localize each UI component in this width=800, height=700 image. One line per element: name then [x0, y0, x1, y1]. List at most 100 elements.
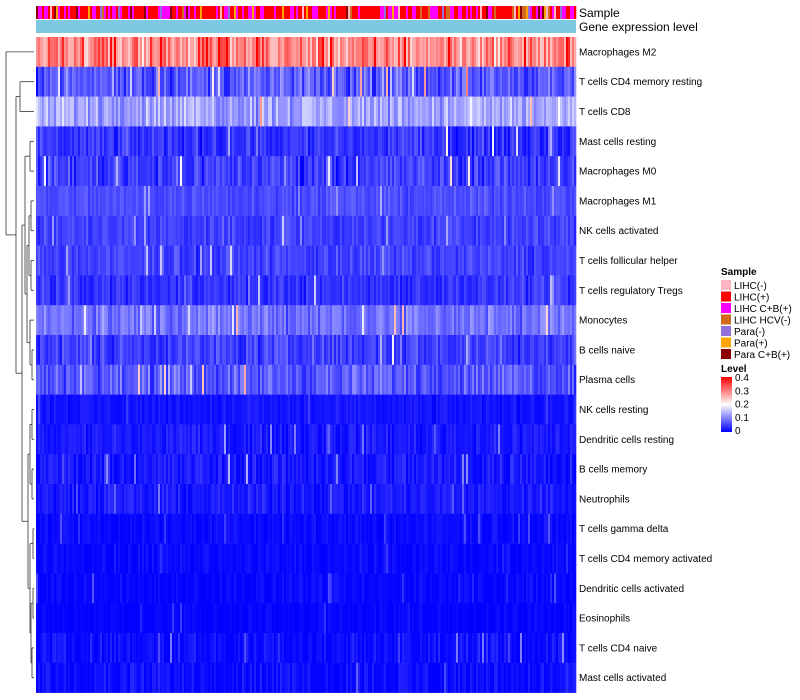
- heatmap-cell: [466, 424, 469, 455]
- heatmap-cell: [356, 454, 359, 485]
- heatmap-cell: [82, 215, 85, 246]
- heatmap-cell: [182, 394, 185, 425]
- heatmap-cell: [212, 156, 215, 187]
- heatmap-cell: [282, 454, 285, 485]
- heatmap-cell: [384, 335, 387, 366]
- heatmap-cell: [146, 275, 149, 306]
- heatmap-cell: [434, 186, 437, 217]
- heatmap-cell: [204, 37, 207, 68]
- heatmap-cell: [226, 335, 229, 366]
- heatmap-cell: [378, 335, 381, 366]
- heatmap-cell: [438, 484, 441, 515]
- heatmap-cell: [306, 513, 309, 544]
- heatmap-cell: [510, 126, 513, 157]
- heatmap-cell: [54, 37, 57, 68]
- heatmap-cell: [362, 245, 365, 276]
- heatmap-cell: [532, 156, 535, 187]
- heatmap-cell: [380, 186, 383, 217]
- heatmap-cell: [138, 245, 141, 276]
- heatmap-cell: [128, 484, 131, 515]
- heatmap-cell: [318, 424, 321, 455]
- heatmap-cell: [388, 245, 391, 276]
- sample-annotation-cell: [112, 6, 115, 19]
- heatmap-cell: [364, 454, 367, 485]
- heatmap-cell: [382, 156, 385, 187]
- heatmap-cell: [144, 305, 147, 336]
- heatmap-cell: [56, 66, 59, 97]
- heatmap-cell: [254, 394, 257, 425]
- heatmap-cell: [554, 245, 557, 276]
- heatmap-cell: [528, 186, 531, 217]
- heatmap-cell: [236, 37, 239, 68]
- heatmap-cell: [94, 96, 97, 127]
- heatmap-cell: [372, 245, 375, 276]
- heatmap-cell: [566, 513, 569, 544]
- heatmap-cell: [70, 96, 73, 127]
- heatmap-cell: [128, 364, 131, 395]
- heatmap-cell: [38, 364, 41, 395]
- heatmap-row: [36, 126, 577, 157]
- heatmap-cell: [140, 245, 143, 276]
- heatmap-cell: [444, 66, 447, 97]
- heatmap-cell: [266, 454, 269, 485]
- heatmap-cell: [336, 96, 339, 127]
- heatmap-cell: [298, 335, 301, 366]
- heatmap-cell: [368, 484, 371, 515]
- heatmap-cell: [110, 245, 113, 276]
- heatmap-cell: [138, 275, 141, 306]
- heatmap-cell: [390, 66, 393, 97]
- heatmap-cell: [114, 37, 117, 68]
- heatmap-cell: [188, 454, 191, 485]
- heatmap-cell: [370, 335, 373, 366]
- sample-annotation-cell: [518, 6, 521, 19]
- heatmap-cell: [476, 37, 479, 68]
- heatmap-cell: [536, 394, 539, 425]
- heatmap-cell: [350, 215, 353, 246]
- heatmap-cell: [174, 186, 177, 217]
- heatmap-cell: [390, 156, 393, 187]
- heatmap-cell: [130, 66, 133, 97]
- heatmap-cell: [378, 305, 381, 336]
- heatmap-cell: [498, 215, 501, 246]
- heatmap-cell: [552, 66, 555, 97]
- heatmap-cell: [130, 394, 133, 425]
- heatmap-cell: [550, 66, 553, 97]
- heatmap-cell: [430, 37, 433, 68]
- heatmap-cell: [168, 186, 171, 217]
- heatmap-cell: [130, 335, 133, 366]
- heatmap-cell: [520, 126, 523, 157]
- heatmap-cell: [90, 37, 93, 68]
- heatmap-cell: [250, 305, 253, 336]
- heatmap-cell: [48, 275, 51, 306]
- heatmap-cell: [382, 513, 385, 544]
- heatmap-cell: [146, 454, 149, 485]
- heatmap-cell: [354, 245, 357, 276]
- heatmap-cell: [520, 66, 523, 97]
- heatmap-cell: [364, 66, 367, 97]
- heatmap-cell: [454, 484, 457, 515]
- heatmap-cell: [526, 156, 529, 187]
- heatmap-cell: [194, 305, 197, 336]
- sample-annotation-cell: [222, 6, 225, 19]
- heatmap-cell: [348, 513, 351, 544]
- heatmap-cell: [298, 305, 301, 336]
- heatmap-cell: [90, 186, 93, 217]
- heatmap-cell: [332, 245, 335, 276]
- heatmap-cell: [108, 66, 111, 97]
- sample-annotation-cell: [122, 6, 125, 19]
- heatmap-cell: [318, 215, 321, 246]
- heatmap-cell: [456, 156, 459, 187]
- heatmap-cell: [526, 66, 529, 97]
- heatmap-cell: [262, 245, 265, 276]
- heatmap-cell: [348, 364, 351, 395]
- heatmap-cell: [108, 156, 111, 187]
- heatmap-cell: [180, 364, 183, 395]
- heatmap-cell: [354, 186, 357, 217]
- heatmap-cell: [64, 186, 67, 217]
- heatmap-cell: [242, 394, 245, 425]
- heatmap-cell: [292, 126, 295, 157]
- heatmap-cell: [198, 335, 201, 366]
- heatmap-cell: [96, 394, 99, 425]
- sample-annotation-cell: [54, 6, 57, 19]
- heatmap-cell: [310, 364, 313, 395]
